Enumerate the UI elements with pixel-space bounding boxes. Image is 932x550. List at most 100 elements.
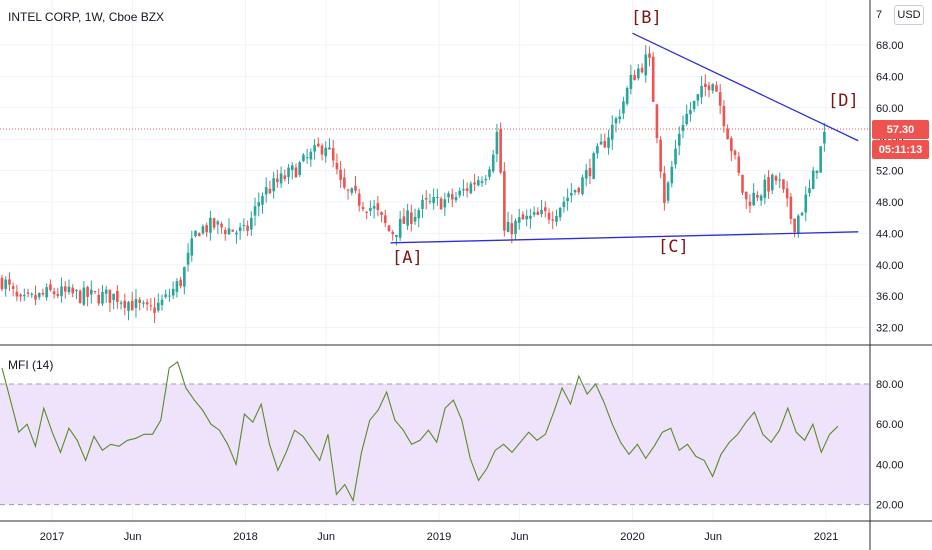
- candle-body: [175, 281, 179, 292]
- candle-body: [276, 178, 279, 183]
- mfi-band: [0, 383, 870, 506]
- candle-body: [4, 279, 8, 289]
- candle-body: [484, 179, 488, 181]
- candle-body: [343, 177, 346, 188]
- candle-body: [372, 206, 376, 209]
- candle-body: [71, 287, 75, 294]
- candle-body: [800, 212, 804, 216]
- candle-body: [410, 212, 413, 224]
- candle-body: [26, 292, 30, 294]
- mfi-tick-label: 40.00: [876, 459, 904, 471]
- candle-body: [770, 174, 774, 191]
- wave-label-d: [D]: [828, 91, 859, 111]
- candle-body: [63, 286, 67, 292]
- candle-body: [588, 168, 592, 177]
- time-tick-label: 2018: [233, 531, 257, 543]
- candle-body: [287, 167, 290, 178]
- candle-body: [797, 215, 800, 233]
- candle-body: [722, 106, 726, 127]
- mfi-series-line: [1, 361, 839, 503]
- candle-body: [0, 277, 4, 290]
- candle-body: [558, 207, 562, 218]
- candle-body: [655, 104, 659, 139]
- candle-body: [45, 287, 48, 298]
- currency-badge[interactable]: USD: [894, 5, 924, 25]
- price-tick-label: 48.00: [876, 197, 904, 209]
- price-tick-label: 64.00: [876, 71, 904, 83]
- candle-body: [622, 101, 625, 114]
- candle-body: [555, 215, 558, 222]
- candle-body: [346, 189, 350, 191]
- candle-body: [108, 289, 112, 303]
- candle-body: [778, 179, 782, 181]
- candle-body: [320, 145, 324, 155]
- candle-body: [406, 210, 409, 226]
- candle-body: [134, 299, 138, 308]
- candle-body: [354, 185, 357, 191]
- candle-body: [521, 214, 525, 220]
- candle-body: [566, 197, 569, 202]
- candle-body: [261, 195, 264, 205]
- candle-body: [633, 75, 636, 81]
- candle-body: [793, 218, 796, 233]
- candle-body: [149, 305, 153, 307]
- time-tick-label: 2019: [427, 531, 451, 543]
- candle-body: [183, 267, 186, 287]
- candle-body: [462, 189, 465, 191]
- candle-body: [328, 147, 331, 150]
- candle-body: [517, 217, 521, 223]
- candle-body: [179, 279, 182, 287]
- candle-body: [290, 165, 294, 171]
- candle-body: [145, 302, 149, 305]
- candle-body: [67, 286, 71, 293]
- candle-body: [573, 190, 577, 193]
- candle-body: [808, 188, 811, 194]
- candle-body: [235, 232, 238, 235]
- price-tick-label: 52.00: [876, 166, 904, 178]
- candle-body: [785, 188, 789, 199]
- candle-body: [733, 150, 737, 156]
- candle-body: [365, 211, 368, 213]
- candle-body: [160, 299, 164, 305]
- candle-body: [584, 170, 588, 179]
- candle-body: [424, 197, 428, 200]
- candle-body: [488, 169, 491, 177]
- candle-body: [164, 294, 168, 297]
- candle-body: [335, 162, 339, 170]
- candle-body: [703, 83, 707, 88]
- candle-body: [15, 291, 19, 297]
- candle-body: [309, 151, 313, 160]
- candle-body: [681, 124, 685, 131]
- mfi-tick-label: 20.00: [876, 500, 904, 512]
- candle-body: [741, 174, 744, 193]
- candle-body: [93, 290, 97, 292]
- candle-body: [37, 292, 41, 298]
- candle-body: [543, 207, 547, 212]
- candle-body: [49, 284, 52, 291]
- candle-body: [663, 173, 666, 203]
- candle-body: [86, 287, 89, 297]
- time-tick-label: Jun: [317, 531, 335, 543]
- candle-body: [815, 170, 819, 174]
- candle-body: [666, 182, 670, 201]
- wave-label-a: [A]: [392, 248, 423, 268]
- candle-body: [305, 157, 309, 159]
- candle-body: [190, 238, 194, 256]
- candle-body: [253, 206, 257, 216]
- candle-body: [726, 128, 729, 140]
- candle-body: [692, 100, 696, 110]
- mfi-indicator-label: MFI (14): [8, 358, 54, 372]
- mfi-tick-label: 80.00: [876, 379, 904, 391]
- candle-body: [592, 153, 595, 179]
- candle-body: [60, 286, 63, 297]
- candle-body: [495, 131, 499, 155]
- price-tick-label: 7: [876, 9, 882, 21]
- candle-body: [223, 230, 227, 235]
- candle-body: [752, 192, 755, 206]
- candle-body: [525, 215, 528, 220]
- candle-body: [279, 173, 283, 184]
- candle-body: [212, 218, 216, 228]
- candle-body: [52, 291, 56, 295]
- candle-body: [823, 131, 826, 144]
